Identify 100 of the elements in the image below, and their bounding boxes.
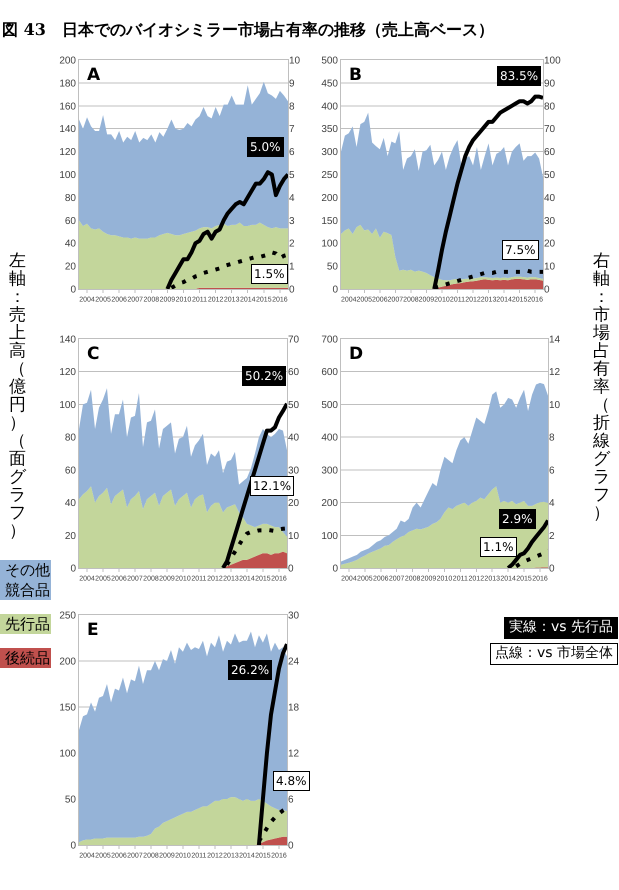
annotation: 12.1%	[253, 479, 292, 493]
annotation: E	[87, 620, 99, 640]
y2-tick-label: 0	[289, 284, 295, 296]
y-tick-label: 200	[59, 656, 76, 668]
annotation: 1.5%	[254, 267, 284, 281]
text: 点線：vs 市場全体	[490, 643, 618, 664]
y2-tick-label: 0	[549, 564, 555, 574]
y2-tick-label: 20	[288, 498, 300, 510]
y2-tick-label: 30	[288, 465, 300, 476]
y-tick-label: 20	[64, 262, 76, 273]
annotation: 2.9%	[502, 512, 532, 526]
y2-tick-label: 3	[289, 216, 295, 227]
y2-tick-label: 100	[544, 56, 562, 66]
y-tick-label: 180	[59, 78, 76, 90]
y-tick-label: 200	[321, 498, 338, 510]
y-tick-label: 140	[59, 124, 76, 136]
y2-tick-label: 40	[288, 432, 300, 444]
y2-tick-label: 10	[289, 56, 301, 66]
y-tick-label: 100	[59, 400, 76, 411]
y2-tick-label: 4	[549, 498, 555, 510]
y2-tick-label: 5	[289, 170, 295, 181]
y-tick-label: 350	[321, 124, 338, 136]
y2-tick-label: 60	[288, 367, 300, 378]
y2-tick-label: 90	[544, 78, 556, 90]
y-tick-label: 700	[321, 334, 338, 346]
y-tick-label: 400	[321, 432, 338, 444]
annotation: D	[349, 344, 364, 364]
y-tick-label: 80	[64, 192, 76, 204]
y-tick-label: 300	[321, 147, 338, 158]
y-tick-label: 50	[326, 262, 338, 273]
y-tick-label: 200	[59, 56, 76, 66]
y2-tick-label: 7	[289, 124, 295, 136]
y2-tick-label: 70	[544, 124, 556, 136]
y2-tick-label: 10	[544, 262, 556, 273]
y2-tick-label: 0	[288, 840, 294, 852]
y-tick-label: 0	[70, 840, 76, 852]
y2-tick-label: 8	[289, 101, 295, 112]
text: 左軸：売上高（億円）（面グラフ）	[9, 251, 26, 541]
legend-label: 先行品	[5, 614, 51, 634]
y2-tick-label: 70	[288, 334, 300, 346]
y-tick-label: 40	[64, 498, 76, 510]
y-tick-label: 0	[332, 284, 338, 296]
y-tick-label: 40	[64, 238, 76, 250]
y-tick-label: 50	[64, 794, 76, 806]
y2-tick-label: 30	[544, 216, 556, 227]
y2-tick-label: 6	[288, 794, 294, 806]
y2-tick-label: 30	[288, 610, 300, 622]
annotation: C	[87, 344, 100, 364]
y-tick-label: 500	[321, 400, 338, 411]
y-tick-label: 450	[321, 78, 338, 90]
y-tick-label: 100	[321, 238, 338, 250]
y2-tick-label: 24	[288, 656, 300, 668]
y2-tick-label: 0	[288, 564, 294, 574]
y-tick-label: 300	[321, 465, 338, 476]
annotation: 50.2%	[245, 369, 284, 383]
y-tick-label: 150	[59, 702, 76, 714]
y2-tick-label: 12	[288, 748, 300, 760]
y-tick-label: 600	[321, 367, 338, 378]
y-tick-label: 100	[321, 530, 338, 542]
y-tick-label: 0	[70, 284, 76, 296]
annotation: 5.0%	[250, 140, 280, 154]
y-tick-label: 250	[59, 610, 76, 622]
legend-label: 後続品	[5, 648, 51, 668]
y2-tick-label: 50	[288, 400, 300, 411]
y2-tick-label: 20	[544, 238, 556, 250]
annotation: B	[349, 65, 362, 85]
y-tick-label: 0	[70, 564, 76, 574]
annotation: 26.2%	[231, 663, 270, 677]
y-tick-label: 150	[321, 216, 338, 227]
y-tick-label: 20	[64, 530, 76, 542]
y2-tick-label: 2	[289, 238, 295, 250]
annotation: 83.5%	[500, 69, 538, 83]
y-tick-label: 60	[64, 465, 76, 476]
y-tick-label: 140	[59, 334, 76, 346]
line-series	[165, 170, 288, 289]
y-tick-label: 500	[321, 56, 338, 66]
text: 右軸：市場占有率（折線グラフ）	[593, 251, 610, 523]
y2-tick-label: 4	[289, 192, 295, 204]
text: 実線：vs 先行品	[504, 617, 618, 638]
y2-tick-label: 50	[544, 170, 556, 181]
y2-tick-label: 0	[544, 284, 550, 296]
y2-tick-label: 8	[549, 432, 555, 444]
chart-title: 図 43 日本でのバイオシミラー市場占有率の推移（売上高ベース）	[2, 20, 494, 41]
y2-tick-label: 80	[544, 101, 556, 112]
y-tick-label: 0	[332, 564, 338, 574]
annotation: 1.1%	[483, 540, 514, 554]
text: その他競合品	[5, 560, 51, 600]
y2-tick-label: 9	[289, 78, 295, 90]
y-tick-label: 400	[321, 101, 338, 112]
y2-tick-label: 6	[549, 465, 555, 476]
annotation: A	[87, 65, 101, 85]
y-tick-label: 80	[64, 432, 76, 444]
y-tick-label: 200	[321, 192, 338, 204]
y2-tick-label: 6	[289, 147, 295, 158]
y-tick-label: 160	[59, 101, 76, 112]
y-tick-label: 100	[59, 748, 76, 760]
annotation: 4.8%	[276, 774, 306, 788]
y-tick-label: 100	[59, 170, 76, 181]
y2-tick-label: 40	[544, 192, 556, 204]
y-tick-label: 250	[321, 170, 338, 181]
